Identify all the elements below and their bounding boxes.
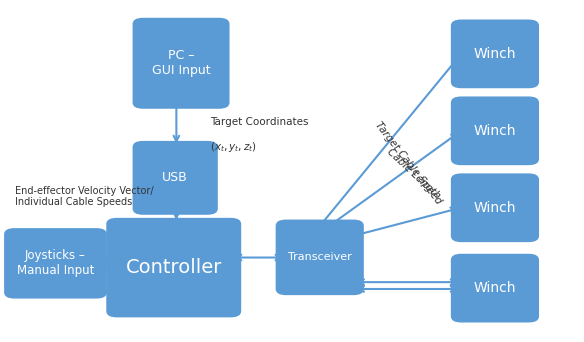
Text: Cable Length: Cable Length [385, 147, 442, 201]
Text: Controller: Controller [126, 258, 222, 277]
FancyBboxPatch shape [451, 254, 539, 323]
FancyBboxPatch shape [4, 228, 107, 299]
Text: $(x_t, y_t, z_t)$: $(x_t, y_t, z_t)$ [210, 140, 257, 154]
FancyBboxPatch shape [276, 220, 364, 295]
Text: Winch: Winch [474, 124, 516, 138]
Text: Winch: Winch [474, 47, 516, 61]
FancyBboxPatch shape [133, 141, 218, 215]
FancyBboxPatch shape [133, 18, 230, 109]
FancyBboxPatch shape [451, 173, 539, 242]
Text: Joysticks –
Manual Input: Joysticks – Manual Input [17, 249, 94, 277]
Text: USB: USB [162, 171, 188, 184]
Text: Transceiver: Transceiver [288, 252, 352, 262]
Text: Target Cable Speed: Target Cable Speed [373, 120, 443, 206]
Text: Winch: Winch [474, 201, 516, 215]
Text: PC –
GUI Input: PC – GUI Input [152, 49, 210, 77]
Text: Target Coordinates: Target Coordinates [210, 117, 309, 127]
FancyBboxPatch shape [451, 96, 539, 165]
Text: Winch: Winch [474, 281, 516, 295]
FancyBboxPatch shape [451, 19, 539, 88]
Text: End-effector Velocity Vector/
Individual Cable Speeds: End-effector Velocity Vector/ Individual… [15, 186, 153, 208]
FancyBboxPatch shape [106, 218, 241, 317]
